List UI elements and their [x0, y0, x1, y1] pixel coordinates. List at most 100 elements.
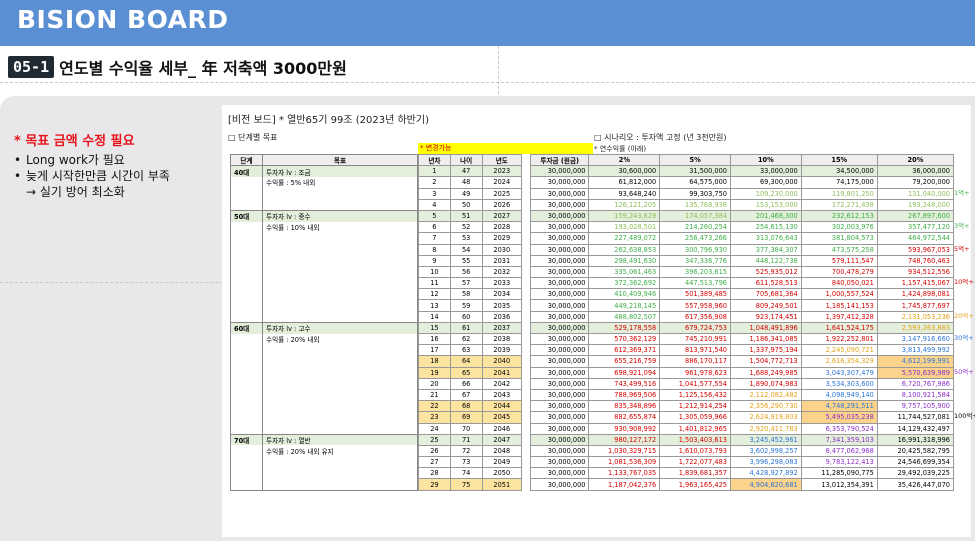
- table-cell: 28: [418, 467, 451, 480]
- table-cell: 13: [418, 299, 451, 312]
- value-cell: 1,125,156,432: [659, 388, 731, 402]
- value-cell: 232,612,153: [800, 209, 878, 223]
- table-cell: 20: [418, 377, 451, 390]
- col-header: 투자금 (원금): [529, 153, 590, 167]
- table-row: [230, 199, 418, 211]
- header-bar: BISION BOARD: [0, 0, 975, 46]
- table-row: [230, 367, 418, 379]
- guide-line: [0, 82, 975, 83]
- table-cell: 16: [418, 332, 451, 346]
- returns-table: 투자금 (원금) 2% 5% 10% 15% 20% 30,000,000 30,…: [529, 153, 955, 491]
- value-cell: 1,503,403,613: [659, 433, 731, 446]
- value-cell: 174,057,384: [659, 209, 731, 223]
- invest-cell: 30,000,000: [529, 254, 590, 267]
- value-cell: 298,491,630: [588, 254, 661, 267]
- table-cell: 26: [418, 444, 451, 458]
- milestone-label: 10억+: [954, 278, 974, 287]
- value-cell: 813,971,540: [659, 344, 731, 357]
- table-cell: 51: [449, 209, 483, 223]
- value-cell: 1,745,877,697: [876, 299, 955, 312]
- table-cell: 70: [449, 422, 483, 435]
- goal-cell: 투자자 lv : 고수: [262, 321, 418, 334]
- goal-cell: [262, 467, 418, 479]
- goal-cell: [262, 232, 418, 244]
- value-cell: 1,337,975,194: [729, 344, 802, 357]
- table-cell: 2035: [481, 299, 523, 312]
- milestone-marks: 1억+ 3억+ 5억+ 10억+ 20억+ 30억+ 50억+ 100억+: [954, 154, 975, 490]
- value-cell: 267,897,600: [876, 209, 955, 223]
- stage-cell: [230, 221, 263, 233]
- invest-cell: 30,000,000: [529, 456, 590, 469]
- table-cell: 6: [418, 221, 451, 234]
- notes-box: * 목표 금액 수정 필요 • Long work가 필요 • 늦게 시작한만큼 시…: [14, 130, 219, 200]
- table-row: 24 70 2046: [418, 422, 523, 435]
- table-cell: 59: [449, 299, 483, 312]
- value-cell: 679,724,753: [659, 321, 731, 335]
- goal-cell: [262, 411, 418, 423]
- value-cell: 1,424,898,081: [876, 288, 955, 301]
- table-cell: 2042: [481, 377, 523, 390]
- goal-cell: [262, 378, 418, 390]
- invest-cell: 30,000,000: [529, 344, 590, 357]
- table-cell: 69: [449, 411, 483, 424]
- value-cell: 748,760,463: [876, 254, 955, 267]
- value-cell: 1,133,767,035: [588, 467, 661, 480]
- value-cell: 159,243,629: [588, 209, 661, 223]
- table-row: [230, 244, 418, 256]
- value-cell: 119,801,250: [800, 187, 878, 200]
- value-cell: 14,129,432,497: [876, 422, 955, 435]
- table-row: [230, 423, 418, 435]
- table-cell: 63: [449, 344, 483, 357]
- value-cell: 13,012,354,391: [800, 478, 878, 491]
- value-cell: 1,641,524,175: [800, 321, 878, 335]
- invest-cell: 30,000,000: [529, 187, 590, 200]
- value-cell: 1,722,077,483: [659, 456, 731, 469]
- table-row: 21 67 2043: [418, 388, 523, 402]
- scenario-caption: □ 시나리오 : 투자액 고정 (년 3천만원): [594, 133, 727, 142]
- stage-cell: [230, 199, 263, 211]
- value-cell: 705,681,364: [729, 288, 802, 301]
- table-cell: 2041: [481, 366, 523, 379]
- table-row: [230, 277, 418, 289]
- table-cell: 2046: [481, 422, 523, 435]
- table-cell: 57: [449, 277, 483, 290]
- value-cell: 61,812,000: [588, 176, 661, 189]
- invest-cell: 30,000,000: [529, 433, 590, 446]
- value-cell: 882,655,874: [588, 411, 661, 424]
- value-cell: 30,600,000: [588, 165, 661, 178]
- col-header: 20%: [876, 153, 955, 167]
- table-cell: 67: [449, 388, 483, 402]
- goal-cell: 투자자 lv : 열반: [262, 433, 418, 446]
- invest-cell: 30,000,000: [529, 366, 590, 379]
- value-cell: 1,186,341,085: [729, 332, 802, 346]
- table-row: 30,000,000 30,600,000 31,500,000 33,000,000…: [529, 165, 955, 178]
- table-row: [230, 188, 418, 200]
- value-cell: 1,890,074,983: [729, 377, 802, 390]
- table-row: 40대 투자자 lv : 조금: [230, 165, 418, 177]
- table-cell: 15: [418, 321, 451, 335]
- value-cell: 313,076,643: [729, 232, 802, 245]
- value-cell: 7,341,359,103: [800, 433, 878, 446]
- value-cell: 4,904,820,681: [729, 478, 802, 491]
- value-cell: 3,147,916,660: [876, 332, 955, 346]
- value-cell: 655,216,759: [588, 355, 661, 368]
- value-cell: 99,303,750: [659, 187, 731, 200]
- table-row: 1 47 2023: [418, 165, 523, 178]
- table-row: 5 51 2027: [418, 209, 523, 223]
- value-cell: 448,122,738: [729, 254, 802, 267]
- stage-cell: [230, 266, 263, 278]
- goal-cell: [262, 188, 418, 200]
- table-row: 수익률 : 20% 내외: [230, 333, 418, 345]
- value-cell: 8,477,062,968: [800, 444, 878, 458]
- value-cell: 2,245,090,721: [800, 344, 878, 357]
- table-row: [230, 266, 418, 278]
- value-cell: 980,127,172: [588, 433, 661, 446]
- value-cell: 262,638,853: [588, 243, 661, 256]
- table-cell: 2026: [481, 198, 523, 211]
- value-cell: 1,305,059,966: [659, 411, 731, 424]
- invest-cell: 30,000,000: [529, 176, 590, 189]
- value-cell: 4,098,949,140: [800, 388, 878, 402]
- table-row: 수익률 : 5% 내외: [230, 176, 418, 189]
- invest-cell: 30,000,000: [529, 299, 590, 312]
- value-cell: 743,499,516: [588, 377, 661, 390]
